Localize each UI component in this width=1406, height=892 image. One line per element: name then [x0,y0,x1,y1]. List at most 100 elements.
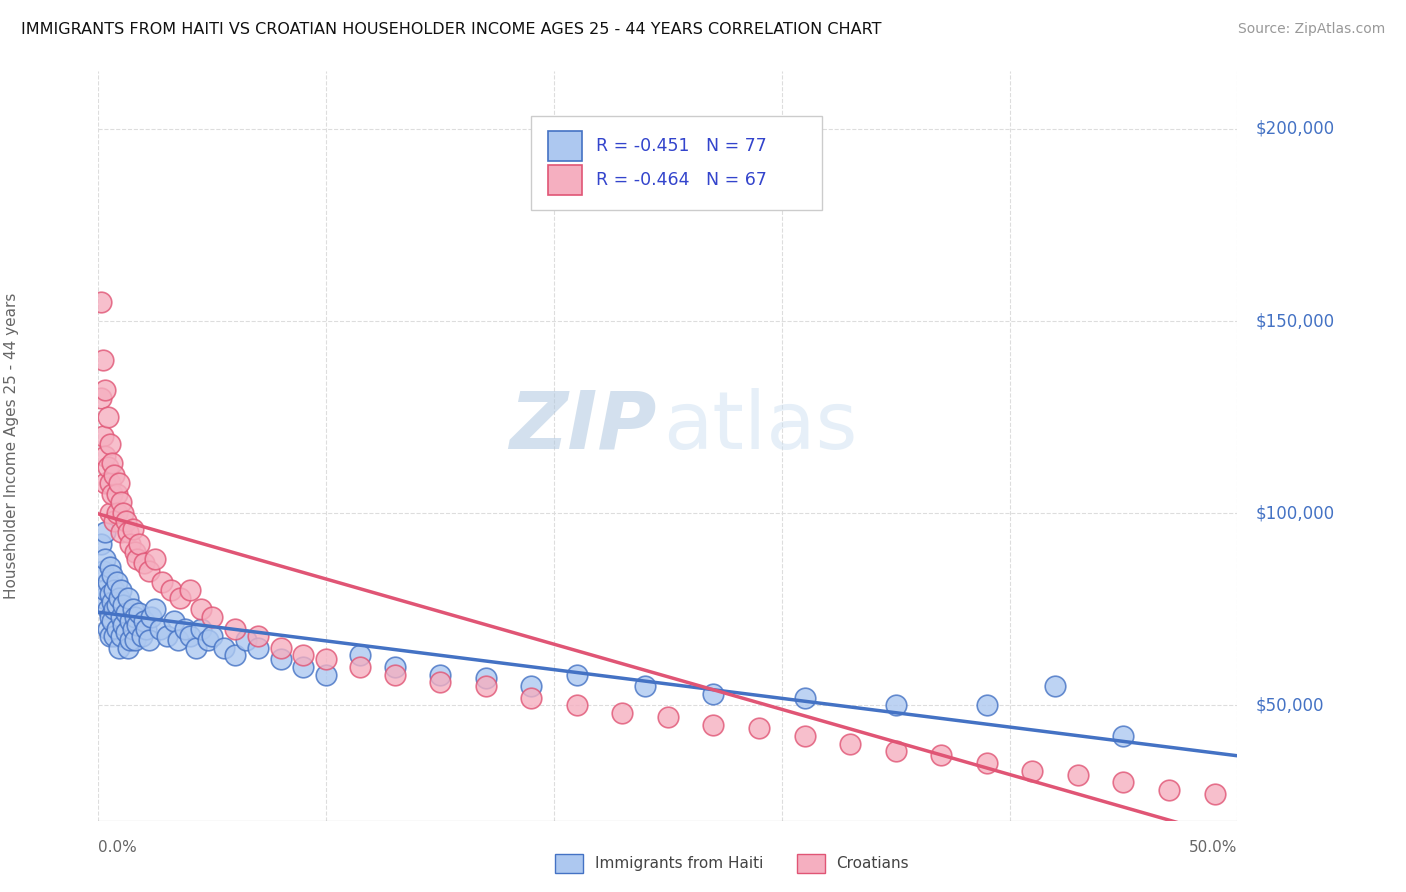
Point [884,744,907,758]
Point [110,583,132,598]
Point [101,594,124,608]
Point [91,591,114,605]
Point [246,640,269,655]
Point [315,652,337,666]
Point [124,633,146,648]
Text: ZIP: ZIP [509,388,657,466]
Point [702,717,724,731]
Point [96,410,118,425]
Point [101,567,124,582]
Point [127,617,149,632]
Point [520,690,543,705]
Point [132,556,155,570]
Point [246,629,269,643]
Point [110,525,132,540]
Point [117,640,139,655]
Point [565,667,588,681]
Point [349,648,371,663]
Point [103,514,125,528]
Point [94,583,117,598]
Point [121,622,143,636]
Point [110,629,132,643]
Point [108,640,131,655]
Point [976,698,998,713]
Text: IMMIGRANTS FROM HAITI VS CROATIAN HOUSEHOLDER INCOME AGES 25 - 44 YEARS CORRELAT: IMMIGRANTS FROM HAITI VS CROATIAN HOUSEH… [21,22,882,37]
Point [128,606,150,620]
Point [120,537,142,551]
Point [98,560,121,574]
Point [292,648,315,663]
Point [1271,798,1294,813]
Point [103,467,125,482]
Point [612,706,634,720]
Point [702,687,724,701]
Point [270,652,292,666]
Text: R = -0.451   N = 77: R = -0.451 N = 77 [596,137,766,155]
Point [224,648,246,663]
Point [884,698,907,713]
Point [135,622,157,636]
Point [1112,775,1135,789]
Point [657,710,679,724]
Point [121,522,143,536]
Point [105,487,128,501]
Point [94,475,117,490]
Point [101,614,124,628]
Point [105,575,128,590]
Text: R = -0.464   N = 67: R = -0.464 N = 67 [596,171,768,189]
Text: atlas: atlas [664,388,858,466]
Point [186,640,208,655]
Point [190,602,212,616]
Point [976,756,998,770]
Point [156,629,179,643]
Text: $50,000: $50,000 [1256,697,1324,714]
Point [384,660,406,674]
Point [98,506,121,520]
Point [145,552,167,566]
Point [96,575,118,590]
Point [127,552,149,566]
Point [201,629,224,643]
Point [292,660,315,674]
Bar [548,131,582,161]
Point [110,610,132,624]
Point [138,564,160,578]
Point [90,294,112,309]
Point [474,679,496,693]
Point [1249,794,1271,808]
Point [124,610,146,624]
Point [101,456,124,470]
Point [103,602,125,616]
Point [349,660,371,674]
Point [1043,679,1066,693]
Point [105,622,128,636]
Point [98,610,121,624]
Point [94,384,117,398]
Point [169,591,191,605]
Point [235,633,257,648]
Point [315,667,337,681]
Point [110,494,132,508]
Point [1112,729,1135,743]
Point [793,729,815,743]
Point [179,629,201,643]
Point [98,587,121,601]
Bar [548,165,582,195]
Point [117,591,139,605]
Point [94,525,117,540]
Text: 50.0%: 50.0% [1189,840,1237,855]
Point [1157,783,1180,797]
Text: Source: ZipAtlas.com: Source: ZipAtlas.com [1237,22,1385,37]
Point [1021,764,1043,778]
Point [105,506,128,520]
Point [94,449,117,463]
Point [145,602,167,616]
Text: $200,000: $200,000 [1256,120,1334,138]
Point [748,722,770,736]
FancyBboxPatch shape [531,116,821,210]
Point [112,506,135,520]
Point [96,460,118,475]
Point [117,525,139,540]
Point [96,602,118,616]
Point [91,429,114,443]
